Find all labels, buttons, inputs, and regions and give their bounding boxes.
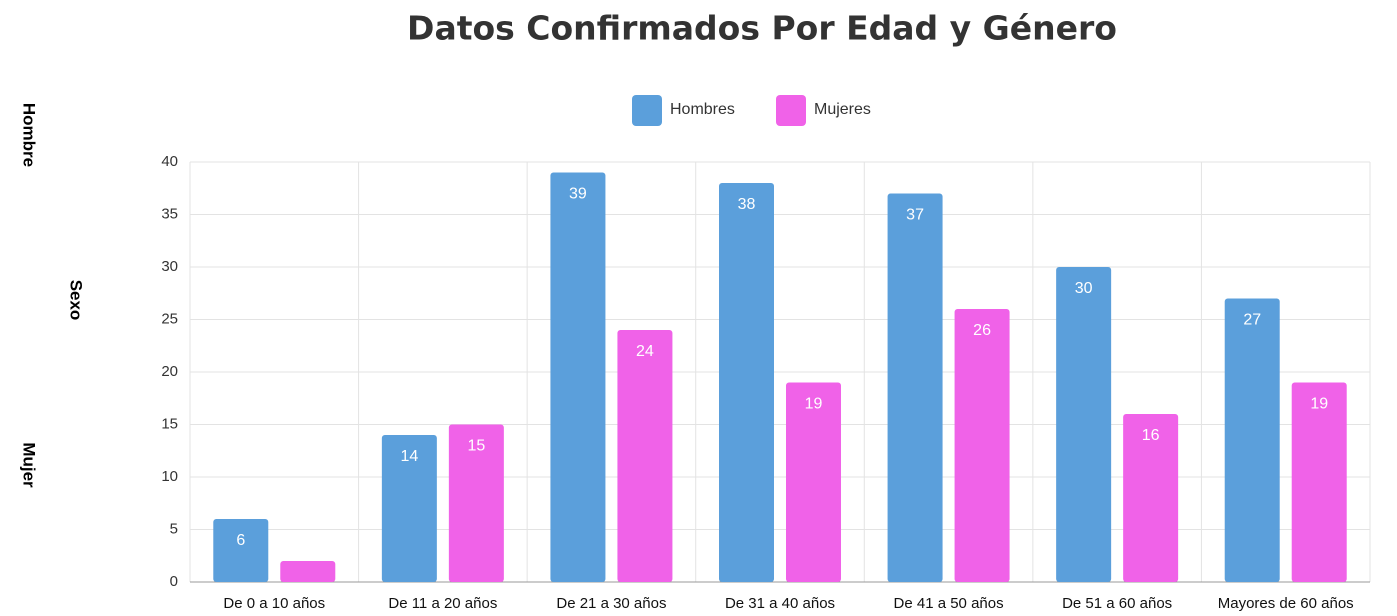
bar	[381, 435, 437, 582]
legend-label: Mujeres	[814, 101, 871, 118]
legend-swatch	[632, 95, 662, 126]
y-tick-label: 10	[161, 468, 178, 485]
y-tick-label: 30	[161, 258, 178, 275]
bar	[719, 183, 774, 582]
bar	[887, 193, 943, 582]
data-label: 27	[1243, 312, 1261, 329]
y-tick-label: 0	[170, 573, 178, 590]
x-tick-label: De 31 a 40 años	[725, 595, 835, 612]
bar	[1123, 414, 1179, 582]
data-label: 14	[400, 448, 418, 465]
data-label: 24	[636, 343, 654, 360]
x-tick-label: De 11 a 20 años	[388, 595, 497, 612]
legend-swatch	[776, 95, 806, 126]
data-label: 15	[467, 438, 485, 455]
bar	[550, 172, 606, 582]
y-tick-label: 5	[170, 520, 178, 537]
data-label: 19	[1310, 396, 1328, 413]
data-label: 37	[906, 207, 924, 224]
side-label: Hombre	[20, 103, 39, 167]
y-tick-label: 25	[161, 310, 178, 327]
data-label: 38	[738, 196, 756, 213]
y-tick-label: 40	[161, 153, 178, 170]
y-tick-label: 20	[161, 363, 178, 380]
bar	[1291, 382, 1347, 582]
y-tick-label: 15	[161, 415, 178, 432]
bar	[1056, 267, 1112, 582]
bar	[1224, 298, 1280, 582]
data-label: 30	[1075, 280, 1093, 297]
data-label: 6	[236, 532, 245, 549]
data-label: 39	[569, 186, 587, 203]
data-label: 19	[805, 396, 823, 413]
chart-title: Datos Confirmados Por Edad y Género	[407, 9, 1117, 48]
bar	[617, 330, 673, 582]
legend-label: Hombres	[670, 101, 735, 118]
y-tick-label: 35	[161, 205, 178, 222]
bar	[954, 309, 1010, 582]
data-label: 16	[1142, 427, 1160, 444]
data-label: 26	[973, 322, 991, 339]
side-label: Sexo	[67, 280, 86, 321]
bar	[280, 561, 336, 582]
x-tick-label: De 51 a 60 años	[1062, 595, 1172, 612]
bar	[448, 424, 504, 582]
side-label: Mujer	[20, 442, 39, 488]
x-tick-label: De 0 a 10 años	[223, 595, 325, 612]
x-tick-label: De 41 a 50 años	[894, 595, 1004, 612]
bar	[213, 519, 269, 582]
x-tick-label: De 21 a 30 años	[556, 595, 666, 612]
bar	[786, 382, 841, 582]
x-tick-label: Mayores de 60 años	[1218, 595, 1354, 612]
